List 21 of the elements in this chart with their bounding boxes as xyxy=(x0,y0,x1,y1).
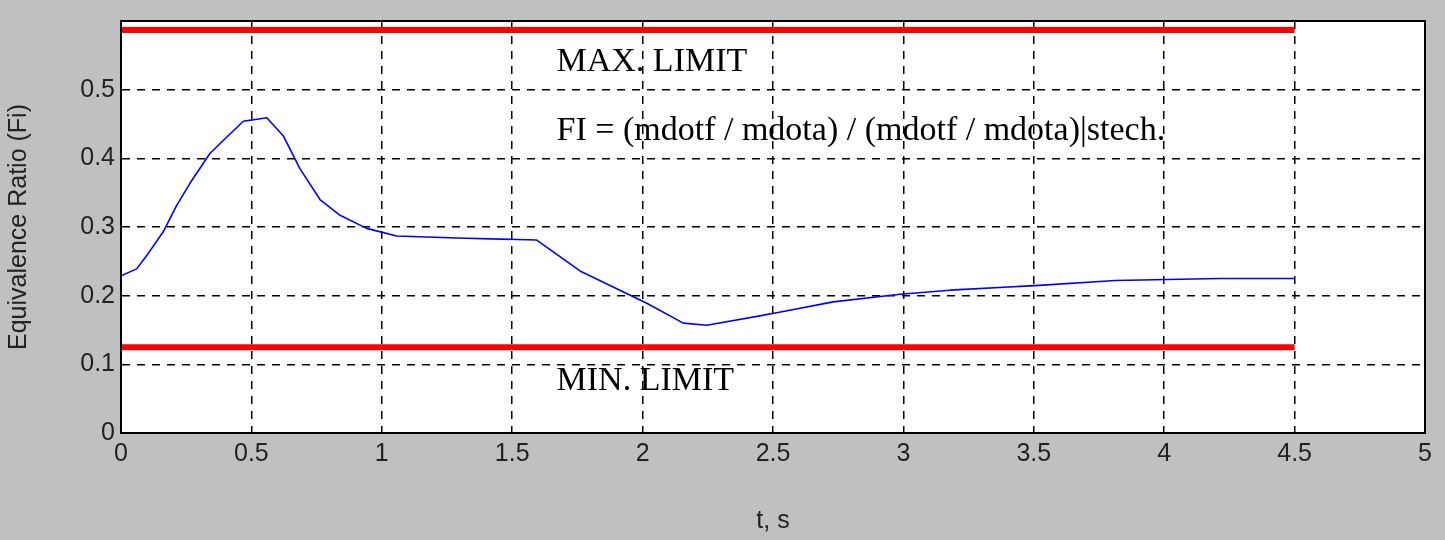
x-tick-label: 3 xyxy=(896,437,911,466)
x-tick-label: 0.5 xyxy=(234,437,269,466)
y-tick-label: 0.5 xyxy=(80,73,115,102)
annotation: FI = (mdotf / mdota) / (mdotf / mdota)|stech. xyxy=(556,109,1166,148)
y-tick-label: 0.1 xyxy=(80,348,115,377)
x-tick-label: 2.5 xyxy=(755,437,791,466)
y-axis-title: Equivalence Ratio (Fi) xyxy=(2,104,31,350)
y-tick-label: 0 xyxy=(101,416,115,445)
x-tick-label: 3.5 xyxy=(1016,437,1052,466)
x-tick-label: 5 xyxy=(1418,437,1432,466)
annotation: MAX. LIMIT xyxy=(556,41,748,79)
x-axis-title: t, s xyxy=(756,504,790,533)
x-tick-label: 1 xyxy=(374,437,389,466)
y-tick-label: 0.2 xyxy=(80,279,115,308)
x-tick-label: 2 xyxy=(635,437,650,466)
x-tick-label: 4.5 xyxy=(1277,437,1312,466)
annotation: MIN. LIMIT xyxy=(556,360,735,398)
x-tick-label: 1.5 xyxy=(494,437,530,466)
x-tick-label: 4 xyxy=(1157,437,1172,466)
y-tick-label: 0.3 xyxy=(80,210,115,239)
y-tick-label: 0.4 xyxy=(80,142,116,171)
